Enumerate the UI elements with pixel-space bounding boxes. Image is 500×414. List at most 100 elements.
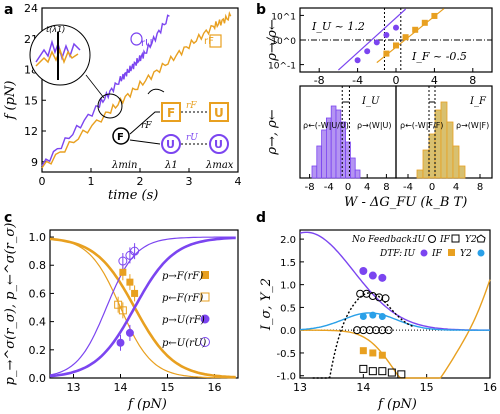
rf-badge xyxy=(209,34,222,48)
d-curve-nf xyxy=(312,292,414,379)
dtf-label: DTF: xyxy=(379,249,402,259)
bbot-xtick-r-label: 0 xyxy=(429,182,435,193)
trace-r_F xyxy=(41,10,232,169)
bbot-xtick-l-label: 0 xyxy=(345,182,351,193)
circle-F-black-text: F xyxy=(117,132,124,143)
c-curve-fold-thin xyxy=(49,238,236,379)
a-xtick-label: 3 xyxy=(186,175,193,188)
btop-point-u xyxy=(364,48,371,55)
btop-xtick-label: -4 xyxy=(352,74,363,87)
btop-point-u xyxy=(373,39,380,46)
nf-label: No Feedback: xyxy=(351,235,415,245)
circle-U-right-text: U xyxy=(214,138,223,151)
hist-bar-u xyxy=(354,169,361,179)
panel-d-frame xyxy=(299,229,491,379)
d-point-nf-iu xyxy=(375,293,384,302)
bbot-xtick-r-label: 4 xyxy=(453,182,459,193)
hist-bar-u xyxy=(321,129,327,179)
d-point-nf-if xyxy=(368,367,377,376)
a-ytick-label: 12 xyxy=(24,125,38,138)
box-F-text: F xyxy=(167,106,175,120)
panel-b-bottom-plot: -8 -4 0 4 8 -4 0 4 8 xyxy=(305,86,483,193)
hist-bar-u xyxy=(311,165,318,179)
leg-c2: p←F(rF) xyxy=(162,293,203,304)
a-ytick-label: 24 xyxy=(24,2,38,15)
btop-point-u xyxy=(393,24,399,31)
nf-y2: Υ2 xyxy=(465,235,477,245)
leg-c2-marker xyxy=(200,292,210,302)
c-point-pF-fwd xyxy=(119,268,127,276)
c-point-pU-fwd xyxy=(116,338,125,347)
panel-label-a: a xyxy=(4,2,13,18)
d-ytick-label: 2.0 xyxy=(280,235,296,246)
btop-xtick-label: 8 xyxy=(469,74,476,87)
panel-a-ylabel: f (pN) xyxy=(3,81,18,121)
decor-curve xyxy=(147,88,165,95)
bbot-xtick-l-label: -4 xyxy=(324,182,334,193)
bbot-xtick-l-label: 4 xyxy=(364,182,370,193)
hist-bar-f xyxy=(440,101,448,179)
lambda-max: λmax xyxy=(205,160,234,171)
d-curve-y2 xyxy=(299,312,490,331)
bbot-xtick-r-label: -4 xyxy=(403,182,413,193)
a-xtick-label: 0 xyxy=(39,175,46,188)
hist-bar-f xyxy=(416,169,424,179)
hist-bar-f xyxy=(422,149,430,179)
rho-f-back: ρ←(-W|F/F) xyxy=(400,121,443,130)
hist-bar-u xyxy=(330,105,337,179)
d-point-nf-if xyxy=(378,367,387,376)
leg-c3: p→U(rF) xyxy=(162,315,205,326)
hist-bar-u xyxy=(349,157,356,179)
d-point-nf-y2 xyxy=(372,326,380,335)
d-point-nf-y2 xyxy=(353,326,361,335)
d-point-dtf-iu xyxy=(359,266,368,275)
c-curve-unfold-thick xyxy=(49,236,236,378)
nf-iu-marker xyxy=(428,235,436,243)
rF-mid-label: rF xyxy=(186,101,197,111)
hist-bar-f xyxy=(446,121,454,179)
arrow-to-F xyxy=(129,111,160,135)
trace-r_U xyxy=(41,14,170,167)
c-xtick-label: 15 xyxy=(161,381,175,394)
t-lambda-label: t(λ1) xyxy=(46,25,65,34)
zoom-connector xyxy=(85,74,105,99)
nf-if-marker xyxy=(451,234,460,243)
if-annot: I_F ~ -0.5 xyxy=(411,50,467,63)
panel-c-plot: 13 14 15 16 0.0 0.2 0.4 0.6 0.8 1.0 xyxy=(29,231,236,394)
btop-xtick-label: -8 xyxy=(314,74,325,87)
d-point-dtf-iu xyxy=(378,273,387,282)
c-point-pU-back xyxy=(118,256,128,266)
panel-label-d: d xyxy=(256,210,266,226)
c-ytick-label: 1.0 xyxy=(29,231,47,244)
if-short: I_F xyxy=(469,96,487,107)
d-ytick-label: 0.5 xyxy=(280,303,296,314)
ru-badge xyxy=(130,32,143,46)
c-xtick-label: 14 xyxy=(114,381,128,394)
d-point-nf-if xyxy=(397,370,406,379)
bbot-xtick-l-label: 8 xyxy=(383,182,389,193)
panel-a-xlabel: time (s) xyxy=(108,188,158,203)
d-xtick-label: 16 xyxy=(483,381,497,394)
arrow-to-U xyxy=(129,139,161,145)
hist-bar-f xyxy=(428,133,436,179)
d-curve-iu xyxy=(299,231,490,331)
d-point-dtf-if xyxy=(369,349,377,357)
panel-d-ylabel: I_σ, Υ_2 xyxy=(259,278,274,331)
hist-bar-u xyxy=(316,145,322,179)
c-point-pF-back xyxy=(114,300,123,309)
a-xtick-label: 1 xyxy=(88,175,95,188)
panel-label-c: c xyxy=(4,210,12,226)
d-point-dtf-y2 xyxy=(369,311,377,319)
panel-b-bot-ylabel: ρ→, ρ← xyxy=(265,109,280,155)
dtf-if-marker xyxy=(448,249,455,256)
btop-ytick-label: 10^1 xyxy=(271,12,296,22)
protocol-schematic: F U U U F rF rF rU λmin λ1 λmax xyxy=(111,88,234,171)
c-curve-unfold-thin xyxy=(49,236,236,376)
nf-if: IF xyxy=(439,235,451,245)
d-point-dtf-if xyxy=(359,347,367,355)
c-ytick-label: 0.0 xyxy=(29,372,47,385)
d-point-nf-y2 xyxy=(365,326,374,335)
d-ytick-label: 0.0 xyxy=(280,326,296,337)
d-point-nf-if xyxy=(359,364,368,373)
